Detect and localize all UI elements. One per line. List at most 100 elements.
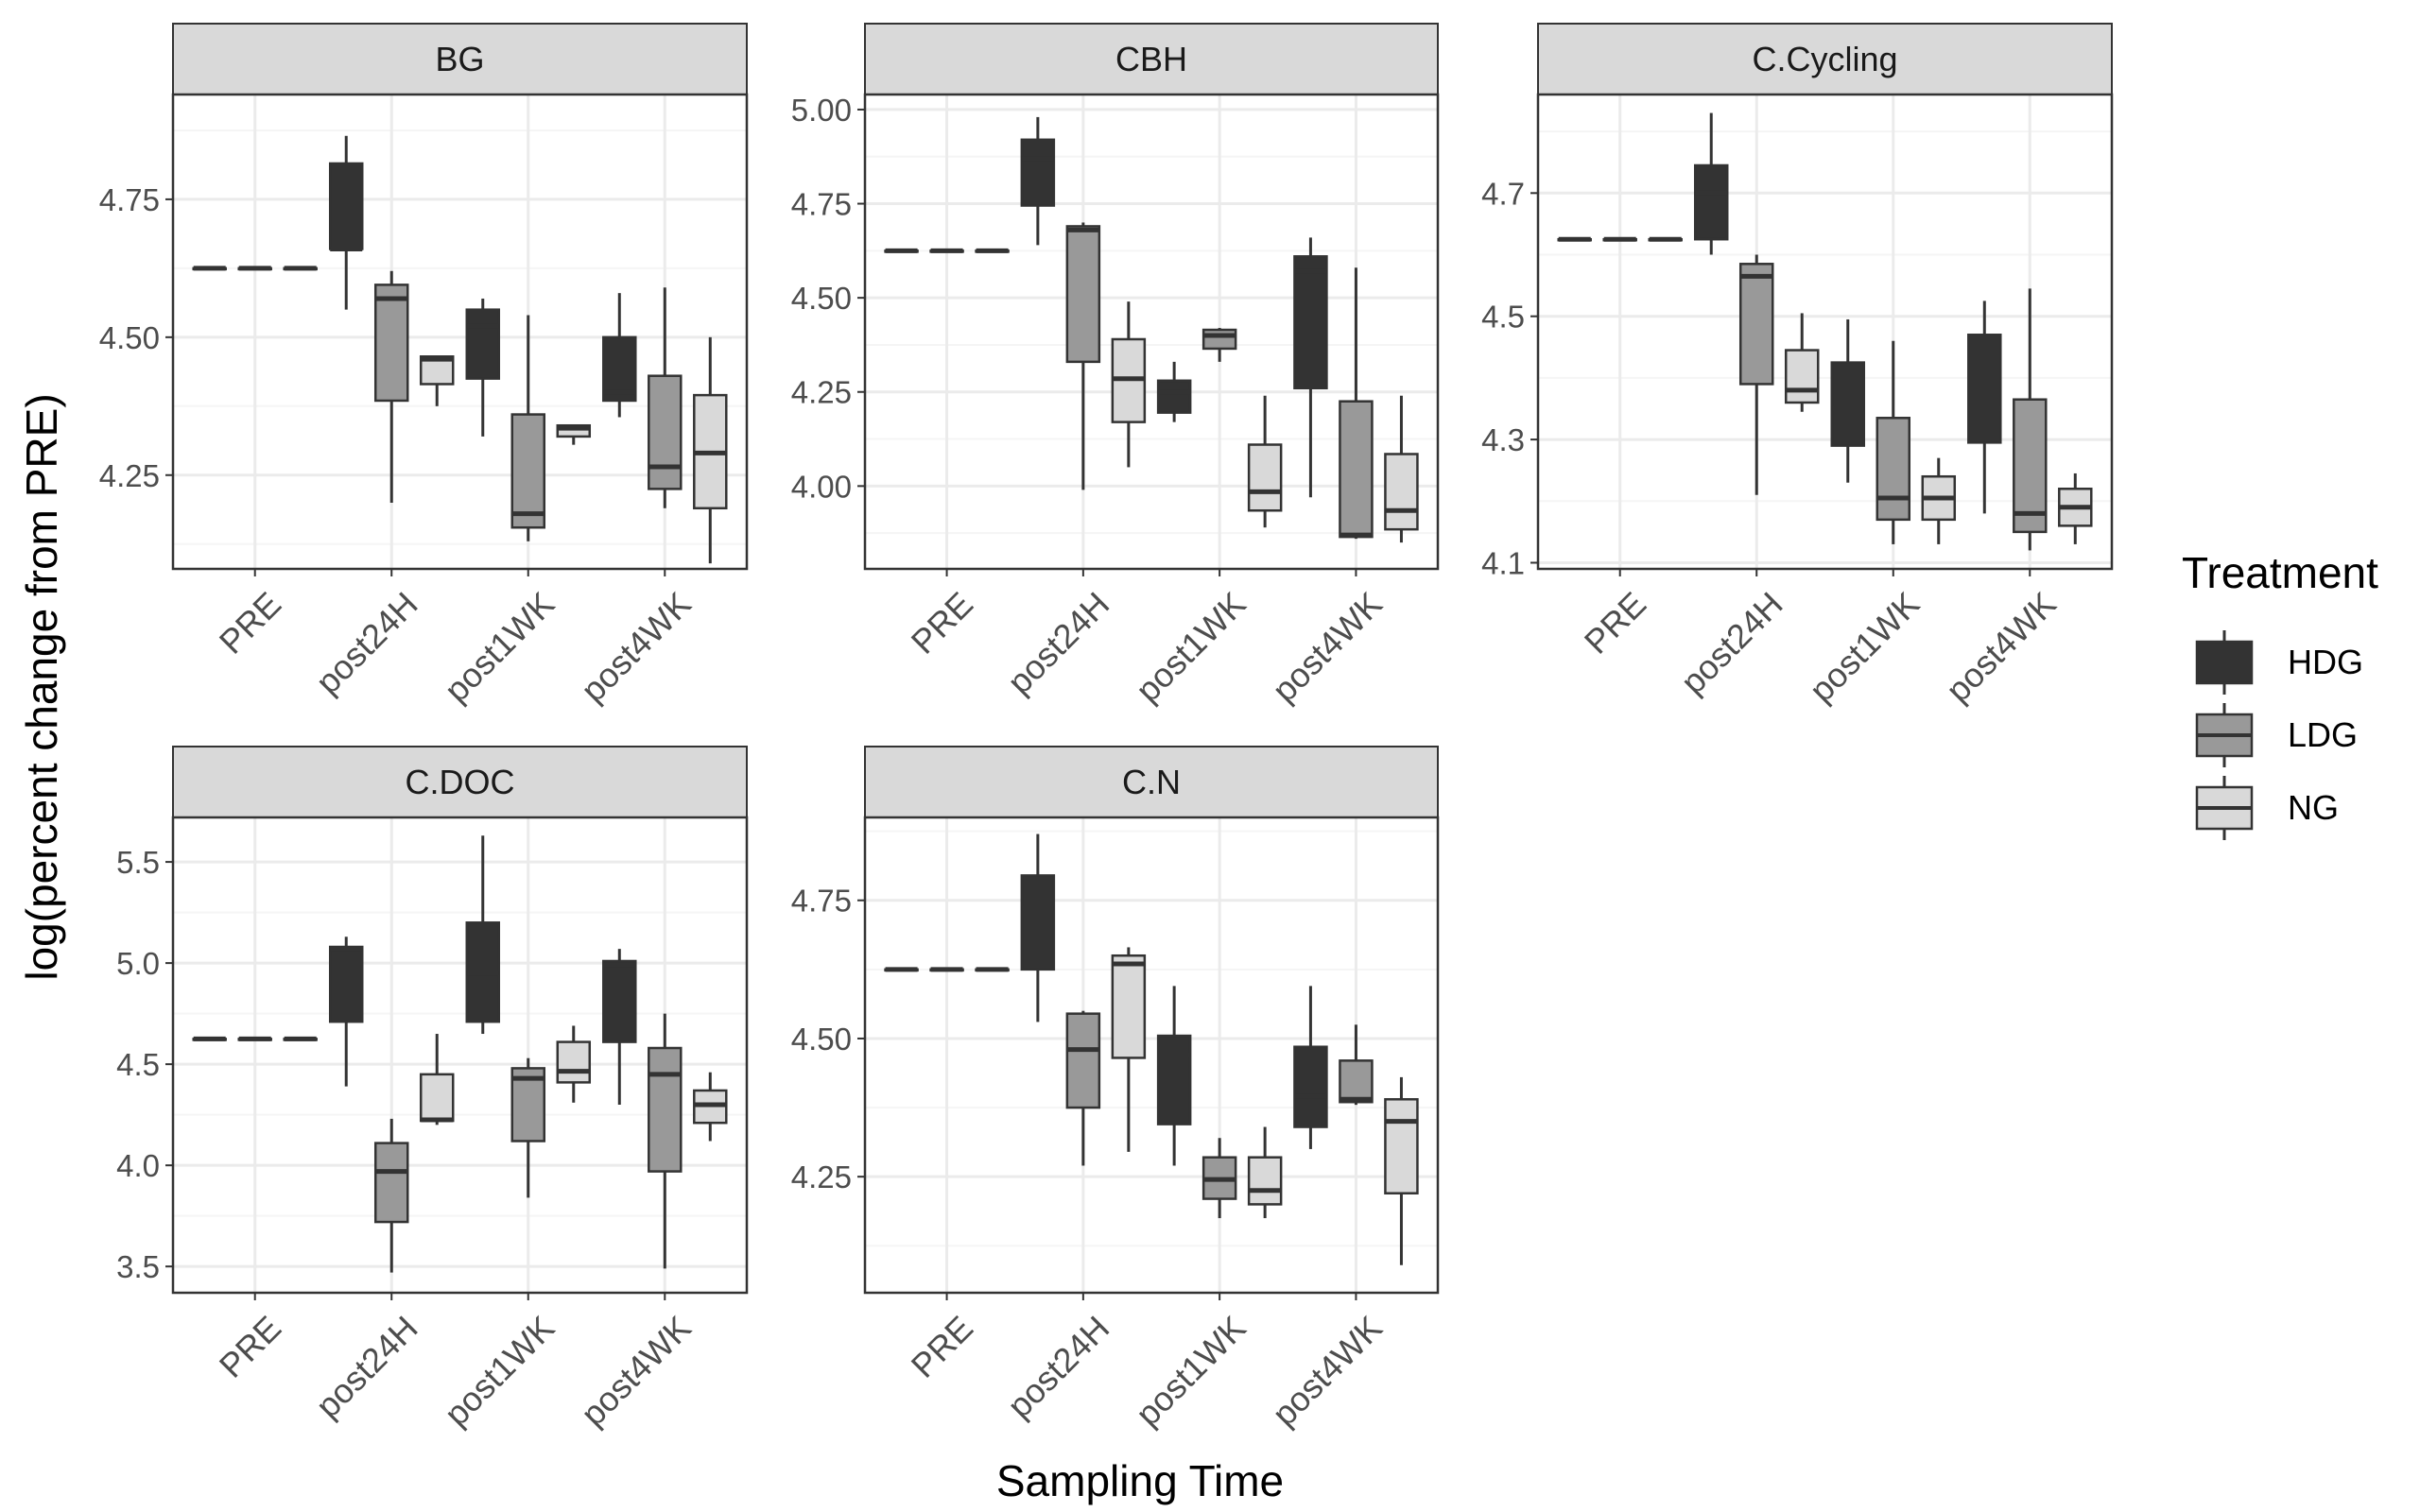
box-hdg-post1wk <box>465 298 501 437</box>
x-tick-label: post1WK <box>1128 584 1253 709</box>
y-tick-label: 4.25 <box>791 1160 852 1194</box>
box-hdg-pre <box>884 967 919 972</box>
box-ldg-post1wk <box>1201 328 1237 362</box>
box-ng-pre <box>1648 236 1683 242</box>
x-tick-label: post24H <box>1000 584 1117 701</box>
box-ng-post4wk <box>2058 472 2093 544</box>
box-iqr <box>1784 349 1820 404</box>
box-hdg-post1wk <box>465 835 501 1035</box>
box-hdg-post24h <box>328 936 364 1087</box>
box-iqr <box>328 945 364 1023</box>
box-ng-post24h <box>1111 301 1147 468</box>
box-iqr <box>602 959 637 1043</box>
box-ng-post1wk <box>1247 395 1283 528</box>
box-ng-post1wk <box>1921 457 1957 544</box>
y-tick-label: 4.5 <box>1481 300 1525 335</box>
y-tick-label: 4.00 <box>791 469 852 504</box>
panel-border <box>863 816 1440 1295</box>
box-ng-pre <box>975 967 1010 972</box>
facet-strip <box>172 23 748 95</box>
facet-strip-label: C.Cycling <box>1752 40 1897 78</box>
box-ldg-post1wk <box>510 1057 546 1198</box>
box-ng-post1wk <box>556 423 592 445</box>
box-iqr <box>1876 417 1911 522</box>
y-tick-label: 4.50 <box>99 320 160 355</box>
box-iqr <box>1830 361 1866 447</box>
y-tick-label: 4.50 <box>791 1022 852 1057</box>
box-ldg-post24h <box>1065 222 1101 490</box>
box-hdg-post4wk <box>1967 301 2002 514</box>
box-ng-pre <box>283 266 318 271</box>
box-ldg-post1wk <box>1201 1138 1237 1219</box>
treatment-legend: Treatment HDG LDG NG <box>2182 548 2378 840</box>
box-iqr <box>1156 1034 1192 1125</box>
box-hdg-post1wk <box>1156 986 1192 1166</box>
box-iqr <box>1111 954 1147 1059</box>
facet-strip <box>864 23 1439 95</box>
box-ng-post4wk <box>1384 395 1419 543</box>
facet-strip-label: CBH <box>1115 40 1187 78</box>
box-ldg-post4wk <box>648 1013 683 1269</box>
y-axis-title: log(percent change from PRE) <box>17 393 66 980</box>
legend-keys: HDG LDG NG <box>2195 630 2363 840</box>
box-hdg-post24h <box>1020 116 1056 246</box>
panel-border <box>863 93 1440 571</box>
panel-background <box>865 817 1438 1293</box>
x-tick-label: PRE <box>212 584 288 661</box>
box-iqr <box>556 423 592 438</box>
facet-strip-label: BG <box>435 40 484 78</box>
x-tick-label: post24H <box>308 584 425 701</box>
x-tick-label: post1WK <box>437 584 562 709</box>
box-ldg-post24h <box>1065 1010 1101 1166</box>
box-iqr <box>1339 1059 1374 1104</box>
box-iqr <box>1339 400 1374 539</box>
y-tick-label: 5.0 <box>116 946 160 981</box>
box-iqr <box>1738 263 1774 386</box>
panel-border <box>171 93 749 571</box>
y-tick-label: 4.75 <box>99 182 160 217</box>
facet-strip-label: C.N <box>1122 763 1181 801</box>
box-iqr <box>556 1040 592 1084</box>
box-hdg-post4wk <box>1293 237 1328 498</box>
box-iqr <box>465 308 501 380</box>
panel-background <box>173 94 747 569</box>
box-ldg-pre <box>1602 236 1637 242</box>
panel-border <box>1536 93 2114 571</box>
box-hdg-post1wk <box>1830 318 1866 483</box>
panel-border <box>171 816 749 1295</box>
box-ng-post24h <box>419 355 455 406</box>
box-iqr <box>1293 255 1328 390</box>
box-hdg-post24h <box>1693 112 1729 255</box>
box-hdg-pre <box>192 266 227 271</box>
box-ng-post4wk <box>1384 1076 1419 1265</box>
x-tick-label: post4WK <box>1265 584 1390 709</box>
box-iqr <box>510 413 546 529</box>
box-iqr <box>648 374 683 490</box>
box-iqr <box>1384 453 1419 531</box>
box-iqr <box>1247 1156 1283 1206</box>
box-ng-pre <box>283 1036 318 1041</box>
box-ng-post24h <box>1784 313 1820 412</box>
box-hdg-post24h <box>328 135 364 310</box>
box-iqr <box>1065 225 1101 364</box>
box-ldg-pre <box>237 266 272 271</box>
box-iqr <box>1693 163 1729 241</box>
box-iqr <box>373 1142 409 1224</box>
x-tick-label: PRE <box>1577 584 1653 661</box>
y-tick-label: 4.75 <box>791 187 852 222</box>
box-iqr <box>1247 443 1283 512</box>
x-tick-label: post1WK <box>1128 1308 1253 1433</box>
y-tick-label: 4.25 <box>99 458 160 493</box>
box-ldg-post4wk <box>1339 1024 1374 1106</box>
legend-label: HDG <box>2288 643 2363 681</box>
y-tick-label: 4.3 <box>1481 422 1525 457</box>
x-tick-label: PRE <box>904 584 980 661</box>
facet-panel-cbh: CBH 4.00 4.25 4.50 4.75 5.00 PRE post24H post1WK… <box>791 23 1440 710</box>
box-hdg-post24h <box>1020 833 1056 1022</box>
box-ng-post1wk <box>1247 1126 1283 1219</box>
box-ng-post4wk <box>693 1072 728 1142</box>
box-ng-post4wk <box>693 336 728 564</box>
legend-key-hdg: HDG <box>2195 630 2363 695</box>
